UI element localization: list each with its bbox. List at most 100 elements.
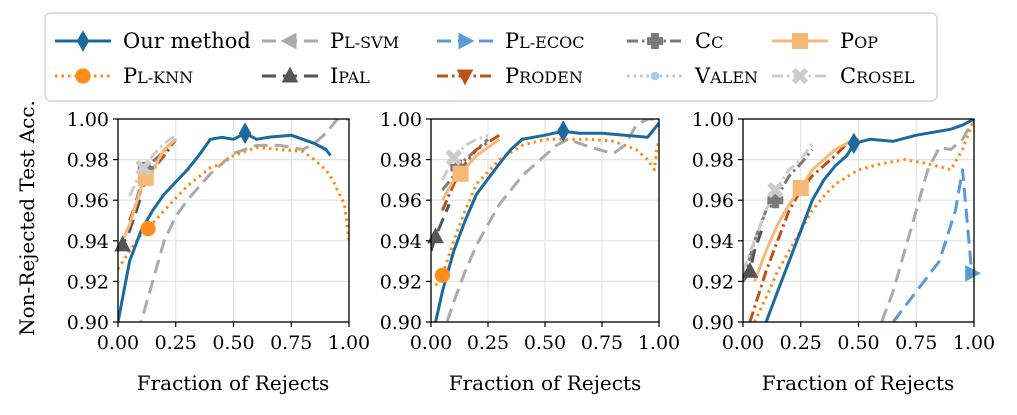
series-line-plknn bbox=[434, 137, 659, 287]
series-marker-ours bbox=[847, 132, 861, 155]
x-tick-label: 0.50 bbox=[837, 332, 879, 354]
x-tick-label: 1.00 bbox=[638, 332, 680, 354]
series-line-cc bbox=[441, 138, 490, 192]
panel-2: 0.00 0.25 0.50 0.75 1.00 0.90 0.92 0.94 0.96 0.98… bbox=[380, 109, 680, 354]
x-tick-label: 0.75 bbox=[895, 332, 937, 354]
legend-item-ours: Our method bbox=[55, 29, 251, 53]
legend-item-valen: VALEN bbox=[627, 64, 758, 88]
series-line-plknn bbox=[118, 145, 349, 271]
legend-item-crosel: CROSEL bbox=[772, 64, 915, 88]
x-axis-label-2: Fraction of Rejects bbox=[449, 371, 642, 395]
x-tick-label: 0.00 bbox=[97, 332, 139, 354]
legend-marker-cc bbox=[647, 33, 663, 49]
y-axis-label: Non-Rejected Test Acc. bbox=[15, 100, 39, 336]
series-line-ipal bbox=[431, 203, 451, 252]
legend-label-plsvm: PL-SVM bbox=[330, 29, 399, 53]
panel-3: 0.00 0.25 0.50 0.75 1.00 0.90 0.92 0.94 0.96 0.98… bbox=[692, 109, 995, 354]
legend-label-cc: CC bbox=[695, 29, 723, 53]
series-line-plsvm bbox=[880, 119, 974, 322]
legend-box bbox=[44, 12, 938, 102]
legend-item-pop: POP bbox=[772, 29, 878, 53]
legend-item-plecoc: PL-ECOC bbox=[437, 29, 584, 53]
series-line-plknn bbox=[753, 119, 974, 322]
x-tick-label: 0.50 bbox=[212, 332, 254, 354]
x-tick-label: 0.50 bbox=[524, 332, 566, 354]
x-tick-label: 1.00 bbox=[953, 332, 995, 354]
y-tick-label: 0.96 bbox=[67, 190, 109, 212]
series-marker-ours bbox=[238, 122, 252, 144]
series-line-ours bbox=[764, 119, 974, 322]
legend-marker-ours bbox=[76, 30, 90, 52]
x-tick-label: 0.00 bbox=[410, 332, 452, 354]
x-tick-label: 1.00 bbox=[328, 332, 370, 354]
legend-marker-ipal bbox=[281, 66, 299, 83]
legend-marker-proden bbox=[456, 69, 474, 86]
legend-label-ipal: IPAL bbox=[330, 64, 370, 88]
x-axis-label-1: Fraction of Rejects bbox=[137, 371, 330, 395]
y-tick-label: 0.94 bbox=[380, 231, 422, 253]
legend-item-ipal: IPAL bbox=[262, 64, 370, 88]
y-tick-label: 0.92 bbox=[692, 271, 734, 293]
y-tick-label: 0.98 bbox=[380, 150, 422, 172]
legend-label-proden: PRODEN bbox=[505, 64, 583, 88]
legend-item-plsvm: PL-SVM bbox=[262, 29, 399, 53]
series-marker-pop bbox=[452, 165, 469, 182]
y-tick-label: 0.90 bbox=[380, 312, 422, 334]
legend-marker-pop bbox=[792, 33, 808, 49]
series-marker-crosel bbox=[445, 149, 463, 166]
series-marker-pop bbox=[792, 180, 809, 197]
legend: Our method PL-KNN PL-SVM IPAL PL-ECOC PRODEN C… bbox=[44, 12, 938, 102]
legend-marker-plknn bbox=[75, 68, 91, 84]
legend-item-proden: PRODEN bbox=[437, 64, 583, 88]
y-tick-label: 0.90 bbox=[692, 312, 734, 334]
series-line-ours bbox=[434, 122, 659, 322]
y-tick-label: 1.00 bbox=[692, 109, 734, 131]
y-tick-label: 0.92 bbox=[67, 271, 109, 293]
series-marker-ours bbox=[557, 120, 570, 142]
y-tick-label: 0.94 bbox=[692, 231, 734, 253]
y-tick-label: 0.98 bbox=[692, 150, 734, 172]
legend-label-pop: POP bbox=[840, 29, 878, 53]
series-marker-crosel bbox=[135, 159, 152, 176]
y-tick-label: 1.00 bbox=[380, 109, 422, 131]
legend-marker-plsvm bbox=[280, 32, 297, 50]
series-marker-ipal bbox=[114, 235, 131, 252]
series-line-ours bbox=[118, 131, 332, 322]
y-tick-label: 0.98 bbox=[67, 150, 109, 172]
x-axis-label-3: Fraction of Rejects bbox=[762, 371, 955, 395]
series-line-pop bbox=[753, 137, 855, 282]
legend-marker-crosel bbox=[791, 67, 809, 85]
legend-label-plknn: PL-KNN bbox=[123, 64, 193, 88]
series-marker-plecoc bbox=[965, 264, 982, 282]
x-tick-label: 0.25 bbox=[155, 332, 197, 354]
y-tick-label: 0.96 bbox=[380, 190, 422, 212]
panel-1: 0.00 0.25 0.50 0.75 1.00 0.90 0.92 0.94 0.96 0.98… bbox=[67, 109, 370, 354]
series-marker-ipal bbox=[427, 227, 444, 244]
series-line-proden bbox=[748, 137, 860, 322]
series-line-plsvm bbox=[139, 119, 349, 322]
x-tick-label: 0.00 bbox=[722, 332, 764, 354]
y-tick-label: 0.96 bbox=[692, 190, 734, 212]
legend-marker-plecoc bbox=[458, 32, 475, 50]
x-tick-label: 0.75 bbox=[581, 332, 623, 354]
series-line-proden bbox=[441, 133, 501, 211]
y-tick-label: 1.00 bbox=[67, 109, 109, 131]
series-marker-crosel bbox=[767, 181, 784, 199]
x-tick-label: 0.75 bbox=[270, 332, 312, 354]
series-marker-plknn bbox=[140, 220, 156, 237]
x-tick-label: 0.25 bbox=[780, 332, 822, 354]
series-marker-plknn bbox=[434, 267, 451, 283]
legend-item-cc: CC bbox=[627, 29, 723, 53]
y-tick-label: 0.92 bbox=[380, 271, 422, 293]
series-marker-ipal bbox=[741, 261, 759, 278]
y-tick-label: 0.90 bbox=[67, 312, 109, 334]
series-line-plecoc bbox=[891, 168, 974, 322]
y-tick-label: 0.94 bbox=[67, 231, 109, 253]
legend-label-ours: Our method bbox=[123, 29, 251, 53]
legend-label-plecoc: PL-ECOC bbox=[505, 29, 584, 53]
legend-label-crosel: CROSEL bbox=[840, 64, 915, 88]
x-tick-label: 0.25 bbox=[467, 332, 509, 354]
legend-item-plknn: PL-KNN bbox=[55, 64, 193, 88]
legend-marker-valen bbox=[650, 71, 660, 81]
